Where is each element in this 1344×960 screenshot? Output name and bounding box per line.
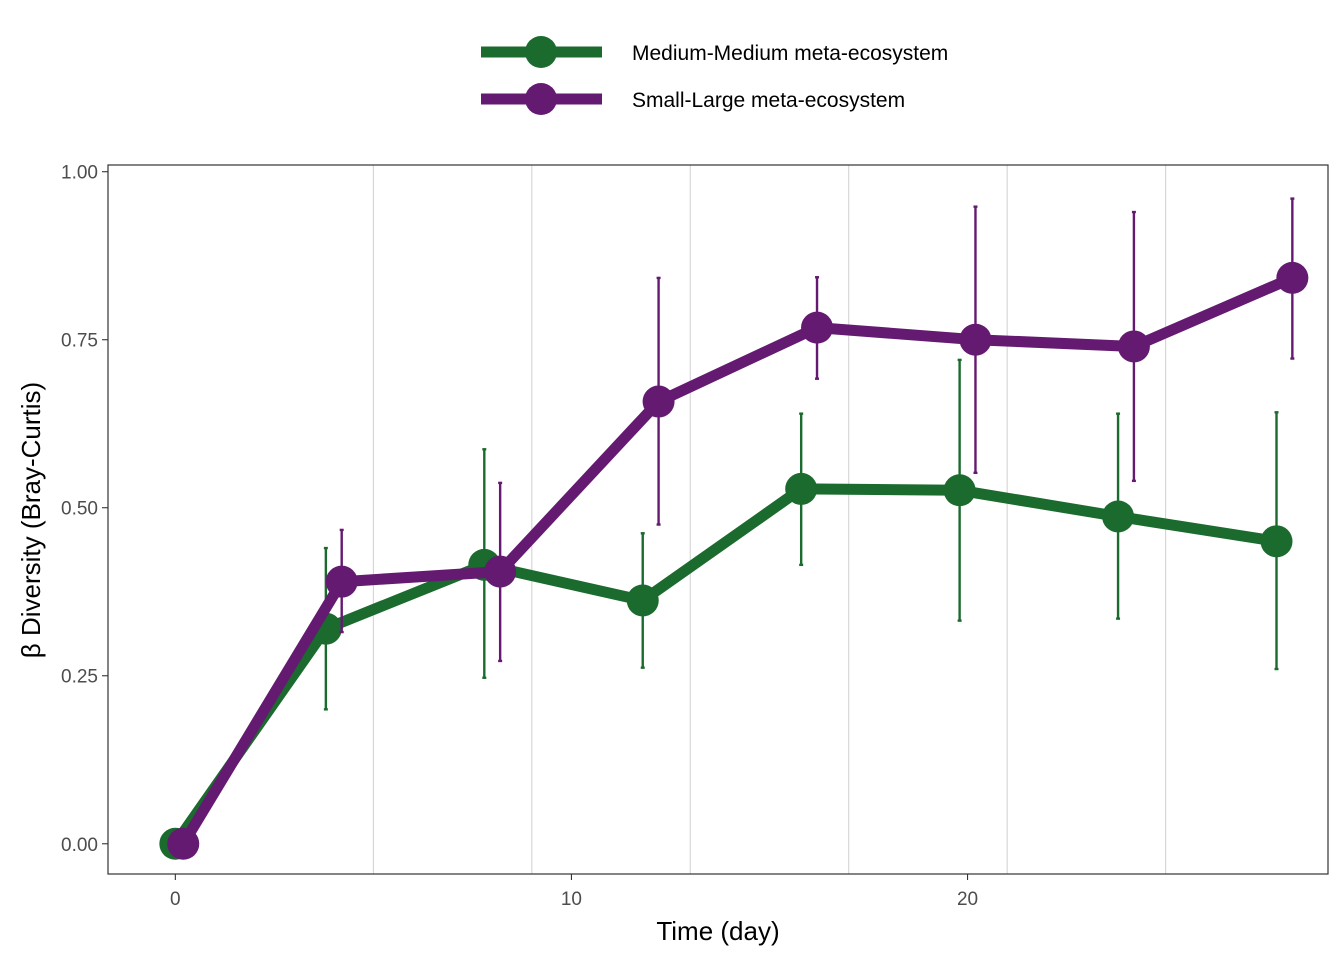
data-point: [1260, 525, 1293, 558]
data-point: [642, 385, 675, 418]
data-point: [1117, 330, 1150, 363]
series-2: [167, 197, 1309, 860]
series-line: [169, 483, 1282, 850]
data-point: [484, 555, 517, 588]
legend-item-2: Small-Large meta-ecosystem: [481, 83, 905, 115]
data-point: [325, 565, 358, 598]
y-tick-label: 0.00: [61, 835, 98, 856]
series-layer: [159, 197, 1309, 860]
legend-key-point: [525, 36, 557, 68]
data-point: [1102, 500, 1135, 533]
x-axis-title: Time (day): [656, 916, 779, 946]
data-point: [801, 311, 834, 344]
x-tick-label: 20: [957, 889, 978, 910]
x-axis: 0 10 20: [170, 874, 978, 910]
legend: Medium-Medium meta-ecosystem Small-Large …: [481, 36, 948, 115]
y-tick-label: 0.50: [61, 499, 98, 520]
data-point: [167, 827, 200, 860]
data-point: [1276, 261, 1309, 294]
data-point: [626, 584, 659, 617]
data-point: [959, 323, 992, 356]
panel-border: [107, 164, 1329, 875]
y-tick-label: 0.25: [61, 667, 98, 688]
y-tick-label: 0.75: [61, 331, 98, 352]
series-line: [177, 272, 1298, 850]
data-point: [785, 472, 818, 505]
series-1: [159, 358, 1293, 860]
y-axis-title: β Diversity (Bray-Curtis): [16, 382, 46, 658]
legend-label: Small-Large meta-ecosystem: [632, 89, 905, 112]
gridlines: [372, 165, 1167, 874]
y-axis: 0.00 0.25 0.50 0.75 1.00: [61, 163, 108, 856]
x-tick-label: 0: [170, 889, 181, 910]
legend-label: Medium-Medium meta-ecosystem: [632, 42, 948, 65]
data-point: [943, 474, 976, 507]
y-tick-label: 1.00: [61, 163, 98, 184]
legend-key-point: [525, 83, 557, 115]
x-tick-label: 10: [561, 889, 582, 910]
legend-item-1: Medium-Medium meta-ecosystem: [481, 36, 948, 68]
